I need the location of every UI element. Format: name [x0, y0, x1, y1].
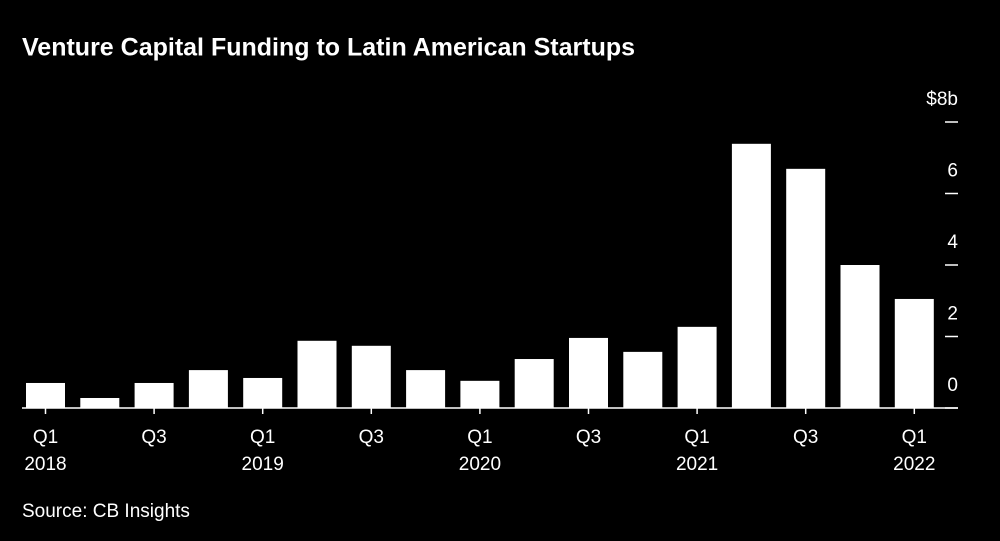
- source-note: Source: CB Insights: [22, 501, 190, 522]
- bar: [623, 351, 663, 408]
- x-tick-label: Q1: [902, 427, 927, 448]
- bar: [569, 337, 608, 408]
- bar: [677, 326, 717, 408]
- bar: [840, 265, 880, 408]
- bar: [297, 340, 337, 408]
- bar: [80, 397, 120, 408]
- chart-title: Venture Capital Funding to Latin America…: [22, 34, 635, 62]
- y-tick-label: $8b: [926, 89, 958, 110]
- bar: [134, 382, 174, 408]
- x-year-label: 2020: [459, 454, 501, 475]
- bar: [351, 345, 391, 408]
- x-tick-label: Q3: [576, 427, 601, 448]
- y-tick-label: 0: [947, 375, 958, 396]
- x-year-label: 2021: [676, 454, 718, 475]
- bar: [894, 298, 934, 408]
- x-tick-label: Q1: [684, 427, 709, 448]
- bar: [460, 380, 500, 408]
- y-tick-label: 2: [947, 304, 958, 325]
- bar: [188, 370, 228, 408]
- y-tick-label: 6: [947, 161, 958, 182]
- x-year-label: 2019: [242, 454, 284, 475]
- bar: [243, 377, 283, 408]
- bar: [786, 168, 826, 408]
- x-tick-label: Q3: [141, 427, 166, 448]
- x-year-label: 2018: [24, 454, 66, 475]
- x-tick-label: Q1: [250, 427, 275, 448]
- bar: [26, 382, 65, 408]
- bar: [731, 143, 771, 408]
- x-year-label: 2022: [893, 454, 935, 475]
- y-tick-label: 4: [947, 232, 958, 253]
- x-tick-label: Q3: [359, 427, 384, 448]
- bar: [514, 359, 554, 408]
- x-tick-label: Q1: [33, 427, 58, 448]
- bar: [406, 370, 446, 408]
- x-tick-label: Q1: [467, 427, 492, 448]
- x-tick-label: Q3: [793, 427, 818, 448]
